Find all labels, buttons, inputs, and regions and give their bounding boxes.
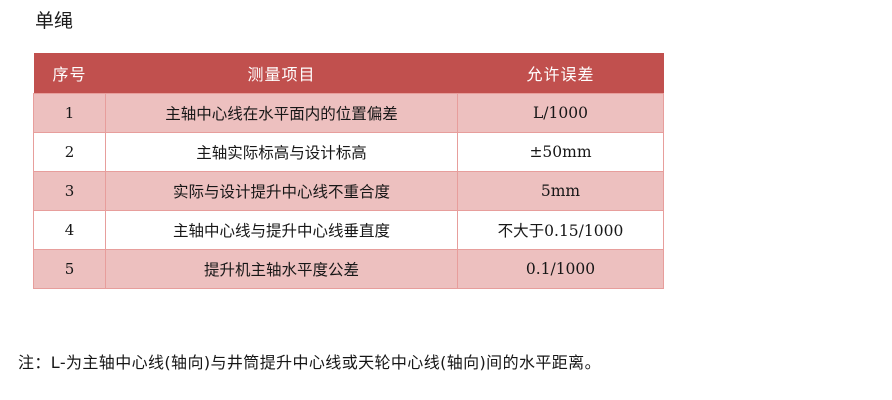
footnote-text: 注：L-为主轴中心线(轴向)与井筒提升中心线或天轮中心线(轴向)间的水平距离。 (18, 353, 601, 372)
cell-index: 1 (33, 93, 106, 133)
cell-item: 主轴中心线在水平面内的位置偏差 (105, 93, 458, 133)
cell-tolerance: L/1000 (457, 93, 664, 133)
cell-tolerance: 0.1/1000 (457, 249, 664, 289)
table-row: 4 主轴中心线与提升中心线垂直度 不大于0.15/1000 (33, 210, 664, 250)
table-header: 序号 测量项目 允许误差 (33, 53, 664, 94)
cell-tolerance: ±50mm (457, 132, 664, 172)
cell-index: 3 (33, 171, 106, 211)
table-row: 3 实际与设计提升中心线不重合度 5mm (33, 171, 664, 211)
table-header-row: 序号 测量项目 允许误差 (33, 53, 664, 94)
table-body: 1 主轴中心线在水平面内的位置偏差 L/1000 2 主轴实际标高与设计标高 ±… (33, 93, 664, 289)
table-row: 2 主轴实际标高与设计标高 ±50mm (33, 132, 664, 172)
column-header-item: 测量项目 (105, 53, 458, 94)
cell-tolerance: 不大于0.15/1000 (457, 210, 664, 250)
cell-index: 5 (33, 249, 106, 289)
cell-index: 2 (33, 132, 106, 172)
cell-item: 实际与设计提升中心线不重合度 (105, 171, 458, 211)
column-header-index: 序号 (33, 53, 106, 94)
page-title: 单绳 (35, 10, 74, 32)
cell-item: 主轴实际标高与设计标高 (105, 132, 458, 172)
column-header-tolerance: 允许误差 (457, 53, 664, 94)
cell-index: 4 (33, 210, 106, 250)
table-row: 1 主轴中心线在水平面内的位置偏差 L/1000 (33, 93, 664, 133)
cell-item: 提升机主轴水平度公差 (105, 249, 458, 289)
table-row: 5 提升机主轴水平度公差 0.1/1000 (33, 249, 664, 289)
cell-tolerance: 5mm (457, 171, 664, 211)
measurement-tolerance-table: 序号 测量项目 允许误差 1 主轴中心线在水平面内的位置偏差 L/1000 2 … (33, 53, 664, 289)
cell-item: 主轴中心线与提升中心线垂直度 (105, 210, 458, 250)
